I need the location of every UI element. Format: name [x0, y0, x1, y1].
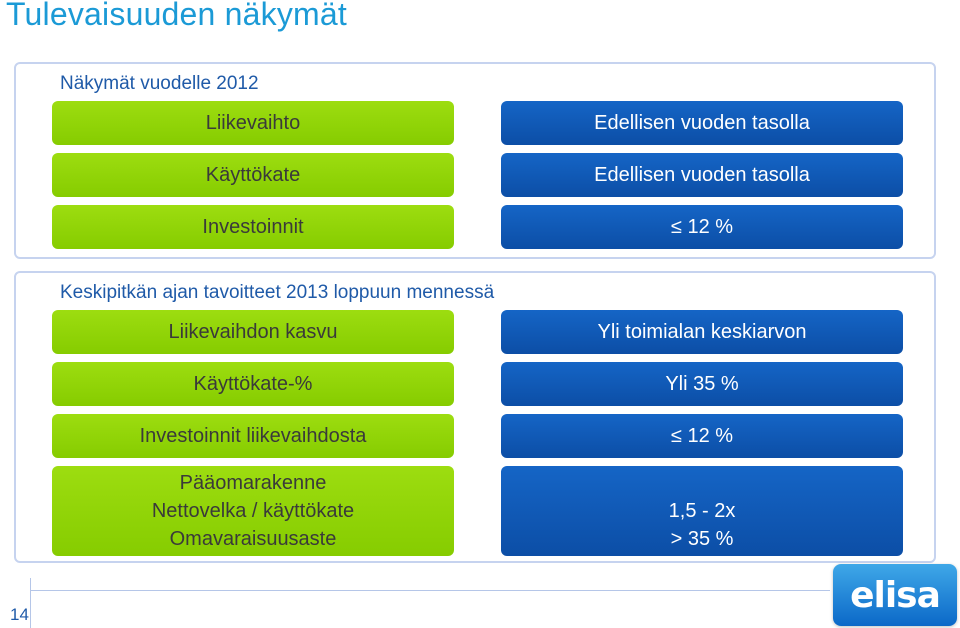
target-value-ebitda: Yli 35 % [501, 362, 903, 406]
outlook-heading: Näkymät vuodelle 2012 [60, 73, 259, 94]
outlook-value-text: Edellisen vuoden tasolla [594, 164, 810, 186]
page-number: 14 [10, 605, 29, 624]
target-label-growth: Liikevaihdon kasvu [52, 310, 454, 354]
target-value-line: > 35 % [670, 528, 734, 550]
target-label-line: Nettovelka / käyttökate [151, 500, 355, 522]
target-label-text: Liikevaihdon kasvu [168, 321, 338, 343]
outlook-value-liikevaihto: Edellisen vuoden tasolla [501, 101, 903, 145]
footer-divider [30, 590, 830, 591]
target-label-text: Käyttökate-% [193, 373, 313, 395]
target-value-text: Yli toimialan keskiarvon [597, 321, 807, 343]
target-label-capital-structure: Pääomarakenne Nettovelka / käyttökate Om… [52, 466, 454, 556]
page-title: Tulevaisuuden näkymät [6, 0, 347, 32]
outlook-label-text: Investoinnit [202, 216, 304, 238]
elisa-logo: elisa [833, 564, 957, 626]
footer-vertical-divider [30, 578, 31, 628]
outlook-label-kayttokate: Käyttökate [52, 153, 454, 197]
target-value-growth: Yli toimialan keskiarvon [501, 310, 903, 354]
target-label-ebitda: Käyttökate-% [52, 362, 454, 406]
target-value-text: Yli 35 % [665, 373, 739, 395]
outlook-value-text: Edellisen vuoden tasolla [594, 112, 810, 134]
target-label-text: Investoinnit liikevaihdosta [139, 425, 367, 447]
outlook-label-text: Liikevaihto [205, 112, 301, 134]
target-label-capex: Investoinnit liikevaihdosta [52, 414, 454, 458]
target-value-text: ≤ 12 % [670, 425, 734, 447]
outlook-value-text: ≤ 12 % [670, 216, 734, 238]
outlook-label-investoinnit: Investoinnit [52, 205, 454, 249]
target-label-line: Omavaraisuusaste [169, 528, 337, 550]
outlook-label-liikevaihto: Liikevaihto [52, 101, 454, 145]
target-value-line: 1,5 - 2x [668, 500, 736, 522]
outlook-value-kayttokate: Edellisen vuoden tasolla [501, 153, 903, 197]
logo-text: elisa [850, 574, 941, 616]
outlook-value-investoinnit: ≤ 12 % [501, 205, 903, 249]
target-label-line: Pääomarakenne [179, 472, 327, 494]
target-value-capex: ≤ 12 % [501, 414, 903, 458]
target-value-capital-structure: 1,5 - 2x > 35 % [501, 466, 903, 556]
outlook-label-text: Käyttökate [205, 164, 301, 186]
targets-heading: Keskipitkän ajan tavoitteet 2013 loppuun… [60, 282, 495, 303]
